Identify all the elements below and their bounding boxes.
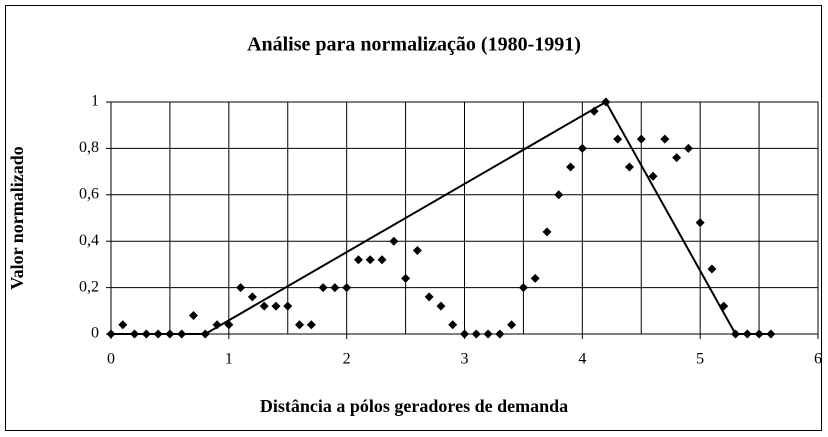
point — [471, 329, 481, 339]
chart-title: Análise para normalização (1980-1991) — [247, 34, 581, 56]
point — [495, 329, 505, 339]
point — [424, 292, 434, 302]
point — [271, 301, 281, 311]
x-tick-label: 6 — [814, 351, 822, 368]
point — [342, 283, 352, 293]
y-tick-label: 0 — [91, 325, 99, 342]
point — [365, 255, 375, 265]
point — [695, 218, 705, 228]
point — [460, 329, 469, 339]
y-tick-label: 0,2 — [79, 278, 99, 295]
point — [377, 255, 387, 265]
x-tick-label: 4 — [578, 351, 586, 368]
point — [660, 134, 670, 144]
point — [518, 283, 528, 293]
point — [188, 310, 198, 320]
point — [448, 320, 458, 330]
point — [412, 245, 422, 255]
chart-border — [5, 5, 822, 431]
x-tick-label: 0 — [107, 351, 115, 368]
y-tick-label: 1 — [91, 93, 99, 110]
point — [648, 171, 658, 181]
point — [330, 283, 340, 293]
point — [118, 320, 128, 330]
point — [483, 329, 493, 339]
point — [247, 292, 257, 302]
point — [306, 320, 316, 330]
line — [111, 100, 771, 335]
point — [295, 320, 305, 330]
y-tick-label: 0,8 — [79, 139, 99, 156]
y-axis-label: Valor normalizado — [7, 146, 27, 290]
point — [554, 190, 564, 200]
point — [672, 153, 682, 163]
point — [624, 162, 634, 172]
point — [577, 143, 587, 153]
point — [283, 301, 293, 311]
x-tick-label: 1 — [225, 351, 233, 368]
point — [507, 320, 517, 330]
point — [318, 283, 328, 293]
point — [707, 264, 717, 274]
point — [566, 162, 576, 172]
x-tick-label: 5 — [696, 351, 704, 368]
point — [542, 227, 552, 237]
point — [401, 273, 411, 283]
x-tick-label: 2 — [343, 351, 351, 368]
point — [259, 301, 269, 311]
point — [389, 236, 399, 246]
x-tick-label: 3 — [461, 351, 469, 368]
point — [236, 283, 246, 293]
point — [613, 134, 623, 144]
point — [530, 273, 540, 283]
point — [636, 134, 646, 144]
point — [353, 255, 363, 265]
point — [436, 301, 446, 311]
x-axis-label: Distância a pólos geradores de demanda — [260, 396, 568, 416]
y-tick-label: 0,4 — [79, 232, 99, 249]
point — [683, 143, 693, 153]
y-tick-label: 0,6 — [79, 185, 99, 202]
